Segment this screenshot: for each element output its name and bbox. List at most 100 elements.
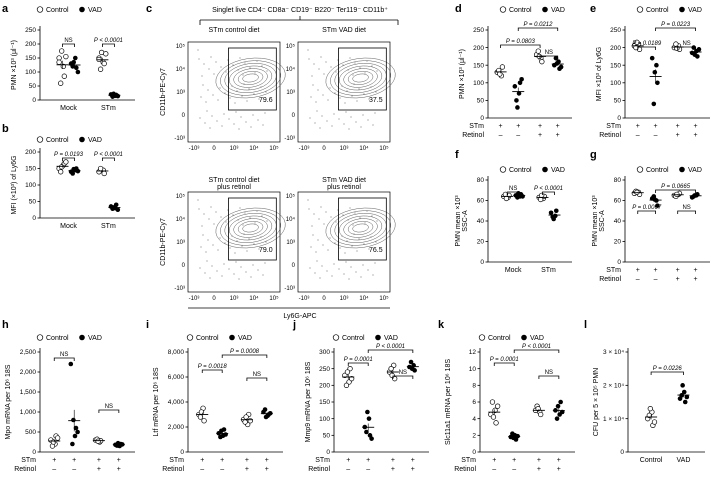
pvalue-g-ns: NS [682,205,690,211]
legend-control-e: Control [646,7,669,14]
flow-pct-1: 37.5 [369,97,383,104]
flow-dot-0-45 [252,114,254,116]
point-b-0-3 [58,169,64,175]
bracket-e-1 [637,46,656,50]
flow-dot-3-34 [375,241,377,243]
point-i-0-4 [198,409,205,415]
sign-stm-d-2: + [538,123,542,130]
sign-ret-d-3: + [556,132,560,139]
ytick-label-f-2: 40 [477,218,485,225]
point-a-0-5 [63,53,69,60]
flow-title-2: STm control diet [209,177,260,184]
legend-vad-a: VAD [88,7,102,14]
ytick-label-g-4: 80 [614,177,622,184]
flow-dot-1-0 [307,49,309,51]
flow-dot-1-26 [359,67,361,69]
sign-ret-g-0: – [636,276,640,283]
bracket-b-2 [102,157,115,161]
point-k-0-5 [495,403,501,409]
group-label-l-0: Control [640,457,663,464]
flow-dot-1-55 [312,84,314,86]
flow-dot-2-57 [206,260,208,262]
flow-contour-0-2 [233,68,268,88]
flow-dot-1-38 [313,63,315,65]
ytick-label-i-0: 0 [180,449,184,456]
point-l-0-3 [646,412,652,418]
point-j-1-1 [366,416,372,421]
flow-dot-0-58 [243,83,245,85]
ytick-label-e-4: 200 [610,45,621,52]
pvalue-j-ns: NS [399,370,407,376]
flow-dot-2-16 [229,247,231,249]
point-a-3-5 [115,93,121,99]
flow-dot-3-37 [346,240,348,242]
ytick-label-a-2: 100 [25,69,36,76]
flow-dot-3-18 [343,273,345,275]
flow-dot-2-19 [200,246,202,248]
sign-stm-h-1: + [72,457,76,464]
point-d-1-3 [514,98,519,103]
point-k-3-2 [558,399,563,405]
flow-dot-1-56 [349,57,351,59]
bracket-l-1 [650,371,684,375]
flow-ytick-3-4: -10³ [284,286,295,292]
flow-dot-0-13 [258,98,260,100]
ytick-label-e-1: 50 [614,98,622,105]
point-h-1-1 [72,433,78,439]
flow-dot-2-9 [250,276,252,278]
flow-contour-1-1 [347,71,374,85]
sign-stm-j-1: + [366,457,370,464]
pvalue-i-ns: NS [253,372,261,378]
flow-dot-2-14 [225,221,227,223]
sign-ret-j-0: – [346,466,350,473]
flow-dot-3-31 [334,242,336,244]
ytick-label-j-1: 50 [323,433,331,440]
sign-ret-k-1: – [512,466,516,473]
flow-contour-1-2 [343,68,378,88]
point-i-0-2 [201,418,207,424]
flow-dot-2-34 [265,241,267,243]
point-l-0-5 [651,419,658,425]
flow-title-3: STm VAD diet [322,177,366,184]
flow-contour-0-1 [237,71,264,85]
flow-dot-3-55 [312,234,314,236]
flow-dot-2-45 [252,264,254,266]
flow-ytick-3-0: 10⁵ [286,193,296,200]
ylabel-g-1: SSC-A [599,210,606,232]
pvalue-a-ns: NS [64,38,72,44]
bracket-h-ns2 [98,409,120,413]
point-l-1-5 [684,394,690,400]
flow-dot-0-30 [257,119,259,121]
point-i-1-4 [219,428,224,434]
flow-dot-3-35 [342,214,344,216]
flow-dot-1-8 [323,73,325,75]
ytick-label-k-6: 12 [469,349,477,356]
sign-ret-k-0: – [492,466,496,473]
flow-dot-3-48 [333,263,335,265]
bracket-j-1 [347,362,369,366]
flow-xtick-2-4: 10⁵ [269,295,279,302]
bracket-d-ns [539,55,559,59]
point-i-1-3 [218,434,223,440]
flow-title-0: STm control diet [209,27,260,34]
flow-ytick-2-4: -10³ [174,286,185,292]
flow-dot-3-44 [325,211,327,213]
legend-control-marker-k [478,334,486,341]
legend-vad-f: VAD [551,167,565,174]
flow-dot-1-44 [325,61,327,63]
sign-ret-d-2: + [538,132,542,139]
flow-dot-0-20 [237,69,239,71]
ylabel-i-0: Ltf mRNA per 10⁶ 18S [153,367,160,436]
flow-dot-0-0 [197,49,199,51]
flow-contour-0-0 [242,73,259,83]
flow-dot-3-45 [362,264,364,266]
bracket-b-1 [62,157,75,161]
ytick-label-k-0: 0 [472,449,476,456]
flow-dot-3-26 [359,217,361,219]
flow-xtick-3-4: 10⁵ [379,295,389,302]
flow-dot-2-5 [242,224,244,226]
flow-dot-0-18 [233,123,235,125]
pvalue-d-2: P = 0.0212 [523,22,553,28]
ytick-label-g-2: 40 [614,218,622,225]
flow-dot-3-25 [322,244,324,246]
